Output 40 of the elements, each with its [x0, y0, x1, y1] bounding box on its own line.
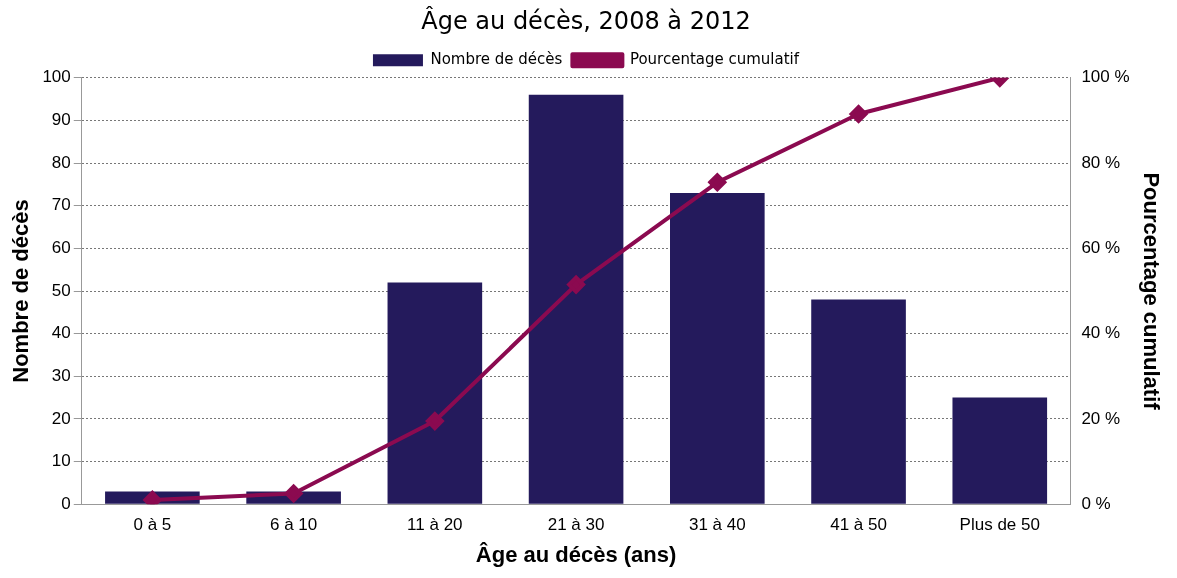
bar [528, 94, 624, 504]
y2-tick-label: 60 % [1081, 238, 1121, 258]
x-tick-label: Plus de 50 [959, 515, 1040, 535]
chart-title: Âge au décès, 2008 à 2012 [421, 5, 751, 35]
bar [670, 192, 765, 504]
y-tick-label: 0 [61, 493, 71, 513]
y-tick-label: 40 [51, 323, 71, 343]
point [284, 484, 303, 503]
y2-axis-title: Pourcentage cumulatif [1138, 172, 1164, 411]
y2-tick-label: 100 % [1081, 67, 1130, 87]
legend-label: Pourcentage cumulatif [629, 50, 800, 69]
y-axis-title: Nombre de décès [8, 199, 34, 383]
x-tick-label: 31 à 40 [688, 515, 746, 535]
y-tick-label: 80 [51, 152, 71, 172]
y-tick-label: 30 [51, 365, 71, 385]
bar [387, 282, 483, 504]
x-tick-label: 41 à 50 [830, 515, 887, 535]
legend-label: Nombre de décès [430, 50, 563, 69]
x-tick-label: 6 à 10 [269, 515, 318, 535]
y-tick-label: 10 [51, 451, 71, 471]
y-tick-label: 50 [51, 280, 71, 300]
x-tick-label: 21 à 30 [547, 515, 605, 535]
y2-tick-label: 0 % [1081, 493, 1111, 513]
point [708, 173, 727, 192]
y2-tick-label: 40 % [1081, 323, 1121, 343]
y2-tick-label: 80 % [1081, 152, 1121, 172]
y-tick-label: 60 [51, 238, 71, 258]
y-tick-label: 90 [51, 110, 71, 130]
x-tick-label: 11 à 20 [407, 515, 463, 535]
bar [952, 397, 1048, 504]
y-tick-label: 70 [51, 195, 71, 215]
y-tick-label: 100 [42, 67, 71, 87]
point [425, 412, 444, 431]
x-tick-label: 0 à 5 [133, 515, 172, 535]
bar [811, 299, 906, 504]
point [567, 275, 586, 294]
y-tick-label: 20 [51, 408, 71, 428]
point [849, 105, 868, 124]
y2-tick-label: 20 % [1081, 408, 1121, 428]
x-axis-title: Âge au décès (ans) [475, 541, 677, 567]
